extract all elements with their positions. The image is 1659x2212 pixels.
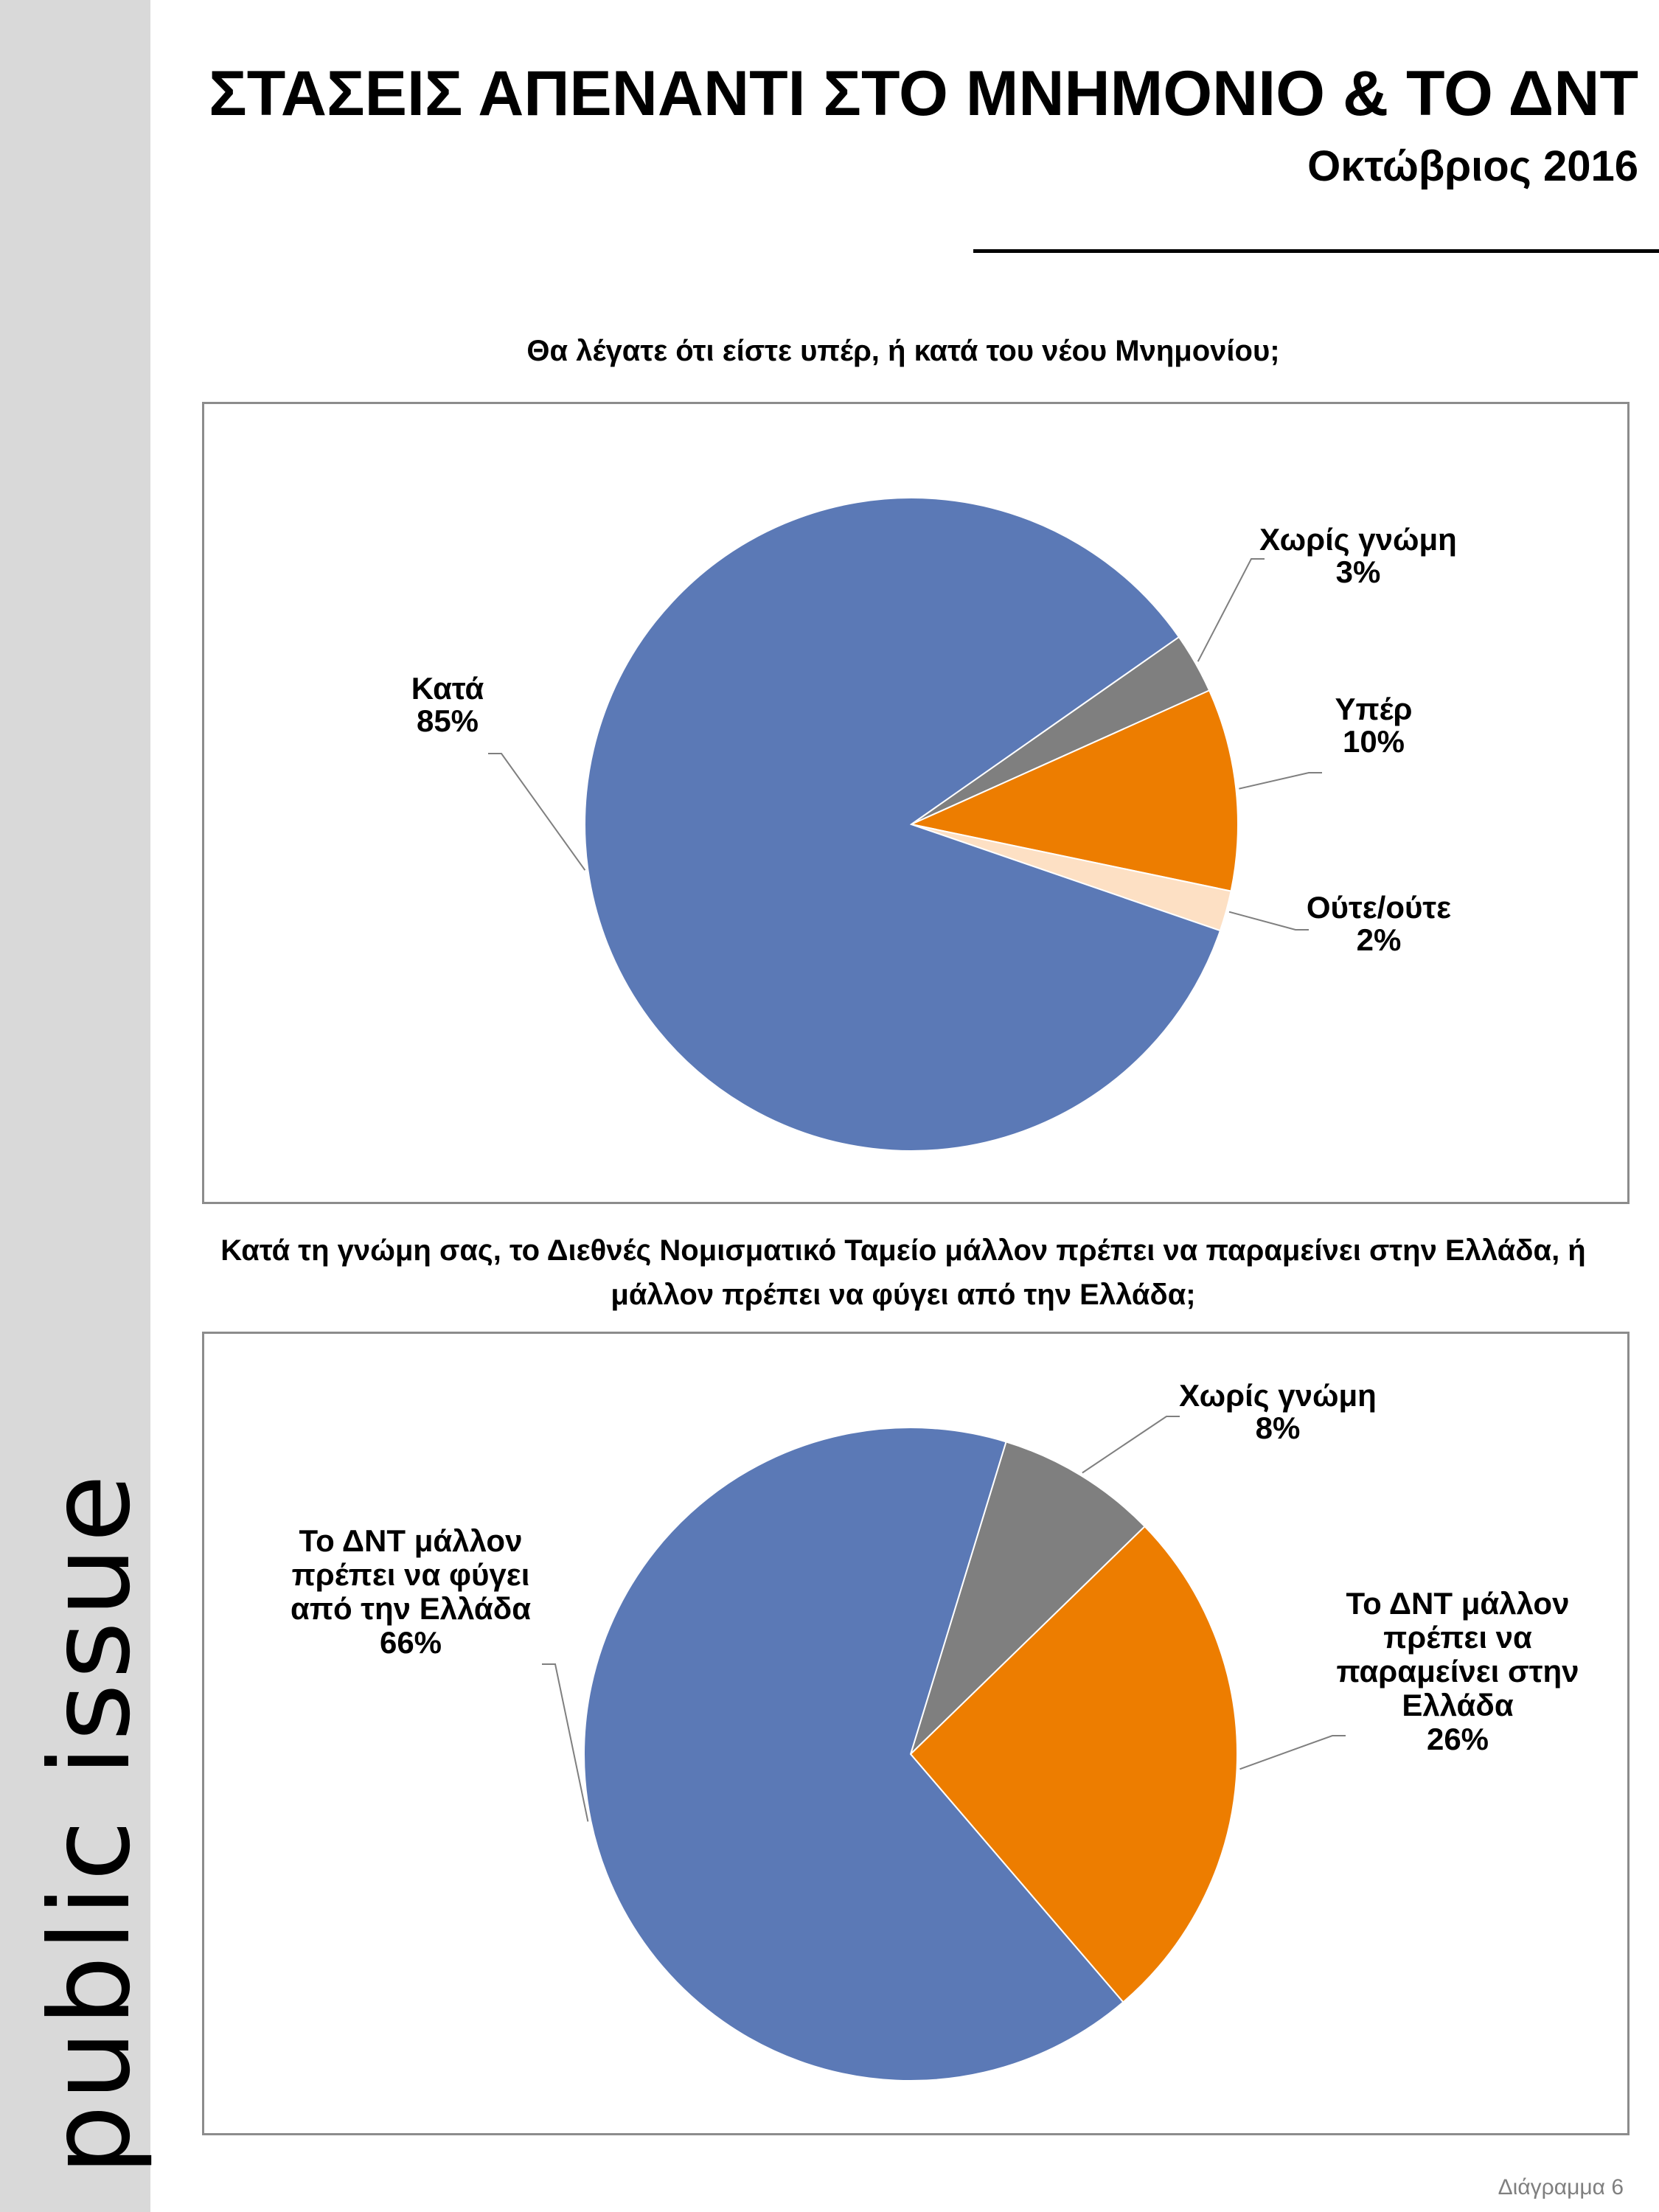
pie-chart-memorandum: Χωρίς γνώμη 3% Υπέρ 10% Ούτε/ούτε 2% Κατά 85% <box>411 497 1457 1152</box>
pie-slice <box>909 1525 1238 2003</box>
leader-line <box>1228 911 1309 931</box>
leader-line <box>1239 772 1322 790</box>
sidebar: public issue <box>0 0 155 2212</box>
leader-line <box>1082 1416 1180 1474</box>
brand-logo: public issue <box>27 1470 155 2175</box>
slice-label: Κατά 85% <box>411 671 484 738</box>
slice-label: Το ΔΝΤ μάλλον πρέπει να φύγει από την Ελλά… <box>291 1523 531 1660</box>
slice-label: Το ΔΝΤ μάλλον πρέπει να παραμείνει στην Ελλ… <box>1336 1586 1579 1756</box>
chart-1-question: Θα λέγατε ότι είστε υπέρ, ή κατά του νέο… <box>526 335 1280 367</box>
chart-1-frame: Χωρίς γνώμη 3% Υπέρ 10% Ούτε/ούτε 2% Κατά 85% <box>202 402 1630 1204</box>
pie-slice <box>584 497 1222 1152</box>
leader-line <box>488 753 586 871</box>
page-title: ΣΤΑΣΕΙΣ ΑΠΕΝΑΝΤΙ ΣΤΟ ΜΝΗΜΟΝΙΟ & ΤΟ ΔΝΤ <box>209 58 1638 129</box>
slice-label: Υπέρ 10% <box>1335 692 1412 759</box>
leader-line <box>542 1663 589 1822</box>
slice-label: Χωρίς γνώμη 8% <box>1179 1378 1377 1445</box>
pie-chart-imf: Χωρίς γνώμη 8% Το ΔΝΤ μάλλον πρέπει να παραμ… <box>291 1378 1579 2082</box>
chart-2-question: Κατά τη γνώμη σας, το Διεθνές Νομισματικ… <box>220 1234 1586 1311</box>
figure-number: Διάγραμμα 6 <box>1498 2175 1624 2199</box>
chart-2-frame: Χωρίς γνώμη 8% Το ΔΝΤ μάλλον πρέπει να παραμ… <box>202 1332 1630 2135</box>
leader-line <box>1239 1735 1346 1770</box>
pie-slice <box>583 1427 1124 2082</box>
title-divider <box>973 249 1659 253</box>
leader-line <box>1197 558 1265 662</box>
page-subtitle: Οκτώβριος 2016 <box>1307 142 1638 190</box>
slice-label: Χωρίς γνώμη 3% <box>1259 522 1457 589</box>
pie-slice <box>910 1441 1147 1755</box>
slice-label: Ούτε/ούτε 2% <box>1307 890 1451 957</box>
